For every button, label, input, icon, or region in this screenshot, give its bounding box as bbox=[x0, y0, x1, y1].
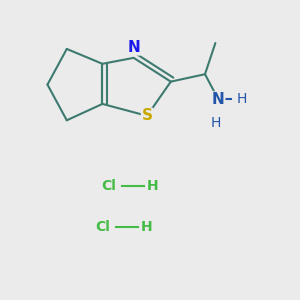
Text: H: H bbox=[141, 220, 153, 234]
Text: N: N bbox=[212, 92, 225, 107]
Text: N: N bbox=[127, 40, 140, 55]
Text: S: S bbox=[142, 108, 152, 123]
Text: H: H bbox=[210, 116, 220, 130]
Text: H: H bbox=[147, 179, 159, 193]
Text: H: H bbox=[236, 92, 247, 106]
Text: Cl: Cl bbox=[101, 179, 116, 193]
Text: Cl: Cl bbox=[95, 220, 110, 234]
